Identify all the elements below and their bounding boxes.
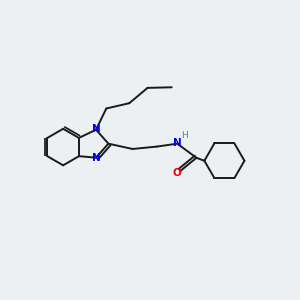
Text: H: H: [181, 131, 188, 140]
Text: N: N: [173, 138, 182, 148]
Text: N: N: [92, 124, 100, 134]
Text: N: N: [92, 153, 100, 163]
Text: O: O: [172, 168, 181, 178]
